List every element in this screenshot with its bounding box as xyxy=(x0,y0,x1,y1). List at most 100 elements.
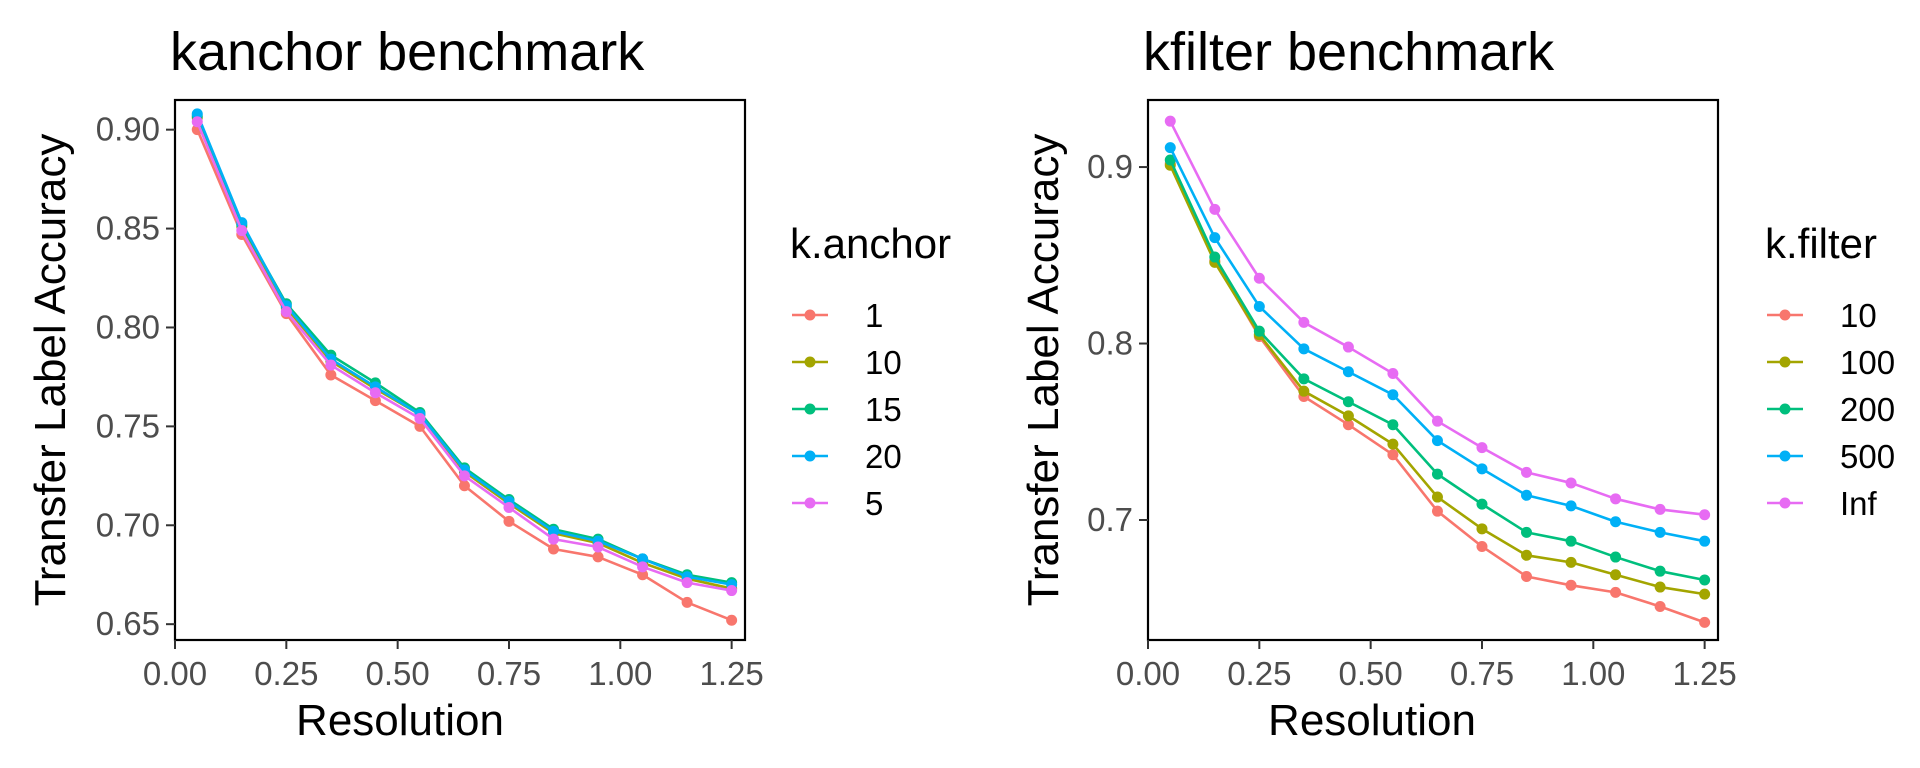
data-point xyxy=(1565,579,1577,591)
x-tick-label: 1.00 xyxy=(1561,655,1625,692)
data-point xyxy=(1342,419,1354,431)
data-point xyxy=(1387,449,1399,461)
data-point xyxy=(1431,435,1443,447)
legend-item: 5 xyxy=(792,485,883,522)
data-point xyxy=(548,525,560,537)
data-point xyxy=(1610,493,1622,505)
y-tick-label: 0.75 xyxy=(96,407,160,444)
data-point xyxy=(681,596,693,608)
legend-label: 15 xyxy=(865,391,902,428)
data-point xyxy=(1654,600,1666,612)
data-point xyxy=(726,614,738,626)
legend: k.filter 10 100 200 500 Inf xyxy=(1765,220,1895,522)
x-tick-label: 0.75 xyxy=(477,655,541,692)
data-point xyxy=(1387,368,1399,380)
legend-key-point xyxy=(804,309,816,321)
data-point xyxy=(1431,491,1443,503)
plot-panel-border xyxy=(173,98,747,642)
legend-label: 10 xyxy=(1840,297,1877,334)
series-layer xyxy=(191,108,738,626)
data-point xyxy=(1610,586,1622,598)
data-point xyxy=(1565,477,1577,489)
series-15 xyxy=(191,110,738,589)
data-point xyxy=(1476,463,1488,475)
data-point xyxy=(1654,526,1666,538)
legend-key-point xyxy=(804,403,816,415)
legend-item: Inf xyxy=(1767,485,1878,522)
axis-ticks: 0.00 0.25 0.50 0.75 1.00 1.25 0.7 0.8 0.9 xyxy=(1087,148,1737,692)
legend-label: 5 xyxy=(865,485,883,522)
legend-label: 1 xyxy=(865,297,883,334)
kanchor-chart: kanchor benchmark 0.00 0.25 0.50 0.75 1.00 1.… xyxy=(26,22,951,745)
legend-item: 500 xyxy=(1767,438,1895,475)
data-point xyxy=(1164,154,1176,166)
data-point xyxy=(1654,565,1666,577)
series-line xyxy=(196,121,732,592)
chart-title: kanchor benchmark xyxy=(170,22,645,82)
legend-item: 1 xyxy=(792,297,883,334)
legend-key-point xyxy=(1779,403,1791,415)
legend-item: 100 xyxy=(1767,344,1895,381)
legend-label: 100 xyxy=(1840,344,1895,381)
series-line xyxy=(1169,159,1705,582)
data-point xyxy=(503,501,515,513)
data-point xyxy=(458,480,470,492)
data-point xyxy=(1699,616,1711,628)
x-tick-label: 0.25 xyxy=(1227,655,1291,692)
data-point xyxy=(191,116,203,128)
data-point xyxy=(1565,535,1577,547)
data-point xyxy=(1342,396,1354,408)
data-point xyxy=(1699,535,1711,547)
y-axis-title: Transfer Label Accuracy xyxy=(1019,134,1068,607)
data-point xyxy=(1209,232,1221,244)
x-tick-label: 0.75 xyxy=(1450,655,1514,692)
series-layer xyxy=(1164,115,1711,628)
plot-panel-border xyxy=(1146,98,1720,642)
data-point xyxy=(1298,316,1310,328)
data-point xyxy=(325,359,337,371)
data-point xyxy=(1431,415,1443,427)
legend-key-point xyxy=(1779,309,1791,321)
legend-key-point xyxy=(1779,356,1791,368)
data-point xyxy=(280,306,292,318)
data-point xyxy=(592,541,604,553)
series-200 xyxy=(1164,154,1711,586)
data-point xyxy=(681,577,693,589)
data-point xyxy=(1565,556,1577,568)
data-point xyxy=(1476,540,1488,552)
legend-item: 10 xyxy=(1767,297,1877,334)
data-point xyxy=(1699,574,1711,586)
series-10 xyxy=(191,112,738,595)
x-tick-label: 1.25 xyxy=(1673,655,1737,692)
data-point xyxy=(1610,551,1622,563)
data-point xyxy=(1342,366,1354,378)
data-point xyxy=(1209,203,1221,215)
legend-key-point xyxy=(804,497,816,509)
data-point xyxy=(1521,549,1533,561)
data-point xyxy=(1431,468,1443,480)
data-point xyxy=(1610,516,1622,528)
legend-label: 200 xyxy=(1840,391,1895,428)
legend-label: 500 xyxy=(1840,438,1895,475)
series-line xyxy=(1169,164,1705,596)
x-tick-label: 0.00 xyxy=(143,655,207,692)
data-point xyxy=(548,533,560,545)
legend-key-point xyxy=(1779,497,1791,509)
data-point xyxy=(1342,341,1354,353)
series-line xyxy=(1169,147,1705,543)
data-point xyxy=(414,412,426,424)
chart-title: kfilter benchmark xyxy=(1143,22,1555,82)
x-tick-label: 1.00 xyxy=(588,655,652,692)
x-tick-label: 0.00 xyxy=(1116,655,1180,692)
legend-key-point xyxy=(804,450,816,462)
legend-label: Inf xyxy=(1840,485,1878,522)
data-point xyxy=(1342,410,1354,422)
legend-key-point xyxy=(1779,450,1791,462)
series-100 xyxy=(1164,159,1711,600)
series-10 xyxy=(1164,158,1711,628)
data-point xyxy=(1387,419,1399,431)
data-point xyxy=(1521,489,1533,501)
data-point xyxy=(369,387,381,399)
data-point xyxy=(458,470,470,482)
data-point xyxy=(637,569,649,581)
